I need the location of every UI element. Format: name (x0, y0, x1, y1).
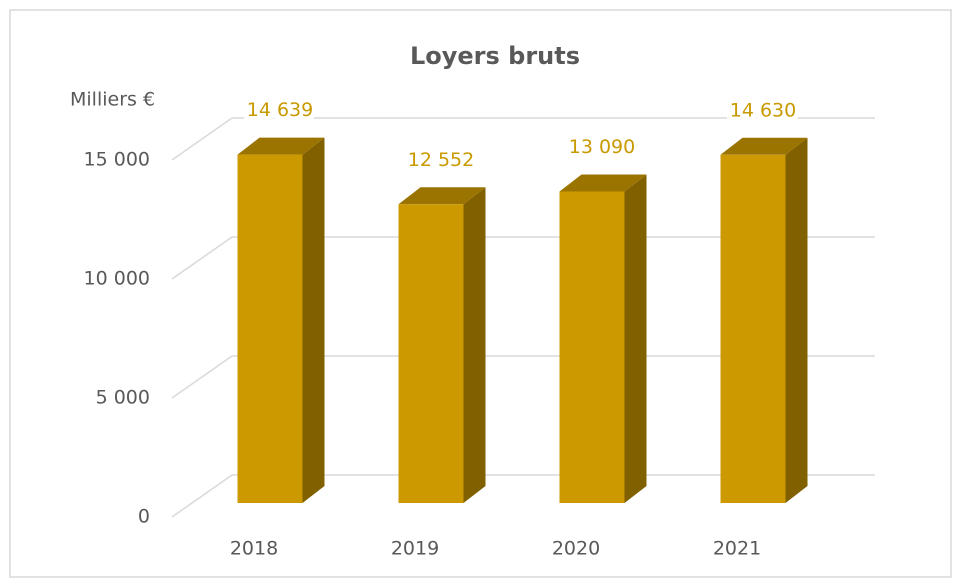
data-label: 13 090 (569, 136, 635, 158)
bar (720, 154, 786, 503)
x-tick-label: 2020 (552, 538, 600, 560)
y-tick-label: 15 000 (84, 149, 150, 171)
bar-side (463, 187, 486, 504)
bar (237, 154, 303, 503)
bar (398, 204, 464, 504)
x-tick-label: 2019 (391, 538, 439, 560)
grid-line (171, 117, 233, 161)
grid-line (171, 355, 233, 399)
y-axis-label: Milliers € (70, 89, 155, 111)
bar-top (720, 137, 808, 155)
y-tick-label: 10 000 (84, 268, 150, 290)
y-tick-label: 0 (138, 506, 150, 528)
data-label: 12 552 (408, 149, 474, 171)
x-tick-label: 2021 (713, 538, 761, 560)
bar-side (624, 174, 647, 503)
grid-line (171, 474, 233, 518)
bar-side (785, 137, 808, 503)
x-tick-label: 2018 (230, 538, 278, 560)
bar-side (302, 137, 325, 503)
bar-top (559, 174, 647, 192)
data-label: 14 630 (730, 99, 796, 121)
bar (559, 191, 625, 503)
bar-top (237, 137, 325, 155)
y-tick-label: 5 000 (96, 387, 150, 409)
grid-line (171, 236, 233, 280)
chart-title: Loyers bruts (410, 42, 580, 70)
data-label: 14 639 (247, 99, 313, 121)
bar-top (398, 187, 486, 205)
